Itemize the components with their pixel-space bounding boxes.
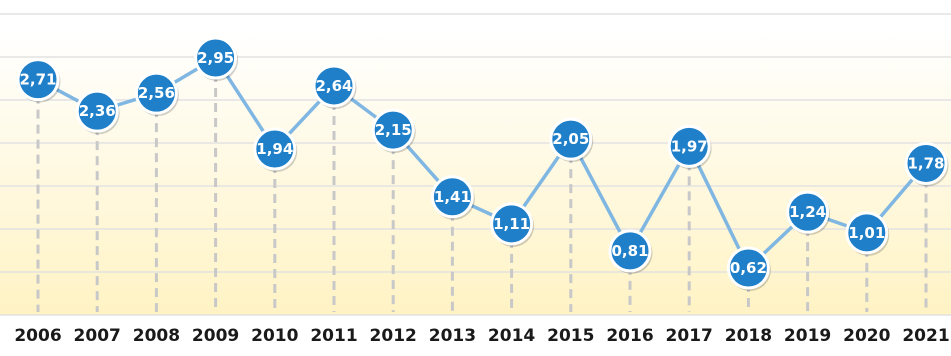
series-line-layer bbox=[37, 56, 928, 270]
x-tick-label: 2012 bbox=[370, 326, 417, 346]
data-label: 2,36 bbox=[79, 102, 116, 120]
x-tick-label: 2015 bbox=[547, 326, 594, 346]
data-marker bbox=[430, 175, 474, 219]
x-tick-label: 2017 bbox=[666, 326, 713, 346]
x-tick-label: 2021 bbox=[902, 326, 949, 346]
data-point: 2,56 bbox=[134, 71, 179, 117]
x-tick-label: 2010 bbox=[251, 326, 298, 346]
x-tick-label: 2009 bbox=[192, 326, 239, 346]
data-marker bbox=[549, 117, 593, 161]
data-point: 2,64 bbox=[312, 64, 357, 109]
markers: 2,71 2,36 2,56 2,95 1,94 2,64 2,15 1,41 1,11 2,05… bbox=[16, 36, 949, 291]
x-tick-label: 2011 bbox=[310, 326, 357, 346]
data-marker bbox=[490, 202, 534, 246]
x-tick-label: 2013 bbox=[429, 326, 476, 346]
data-marker bbox=[75, 89, 119, 133]
data-label: 2,56 bbox=[138, 84, 175, 102]
data-label: 1,41 bbox=[434, 188, 471, 206]
data-marker bbox=[312, 64, 356, 108]
x-tick-label: 2016 bbox=[606, 326, 653, 346]
series-line bbox=[37, 56, 928, 270]
x-tick-label: 2014 bbox=[488, 326, 535, 346]
data-marker bbox=[845, 211, 889, 255]
data-marker bbox=[608, 229, 652, 273]
x-axis-ticks: 2006 2007 2008 2009 2010 2011 2012 2013 2014 2015… bbox=[14, 326, 949, 346]
data-point: 1,97 bbox=[667, 124, 712, 170]
data-label: 1,94 bbox=[256, 140, 293, 158]
x-tick-label: 2006 bbox=[14, 326, 61, 346]
data-marker bbox=[726, 246, 770, 290]
data-label: 2,64 bbox=[315, 77, 352, 95]
data-point: 2,05 bbox=[549, 117, 594, 163]
data-label: 2,05 bbox=[552, 130, 589, 148]
x-tick-label: 2008 bbox=[133, 326, 180, 346]
data-marker bbox=[371, 108, 415, 152]
data-point: 1,78 bbox=[904, 141, 949, 187]
data-marker bbox=[253, 127, 297, 171]
data-point: 2,36 bbox=[75, 89, 120, 135]
data-label: 1,78 bbox=[907, 154, 944, 172]
data-label: 2,71 bbox=[19, 71, 56, 89]
data-point: 1,01 bbox=[845, 211, 890, 256]
data-point: 1,11 bbox=[490, 202, 535, 247]
data-point: 1,94 bbox=[253, 127, 298, 173]
data-label: 2,15 bbox=[375, 121, 412, 139]
data-marker bbox=[194, 36, 238, 80]
x-tick-label: 2018 bbox=[725, 326, 772, 346]
data-label: 1,01 bbox=[848, 224, 885, 242]
data-point: 1,41 bbox=[430, 175, 475, 220]
data-marker bbox=[667, 124, 711, 168]
data-marker bbox=[786, 190, 830, 234]
data-point: 1,24 bbox=[786, 190, 831, 236]
data-point: 0,81 bbox=[608, 229, 653, 274]
data-marker bbox=[134, 71, 178, 115]
x-tick-label: 2020 bbox=[843, 326, 890, 346]
data-marker bbox=[904, 141, 948, 185]
data-label: 0,62 bbox=[730, 259, 767, 277]
data-label: 1,11 bbox=[493, 215, 530, 233]
data-label: 1,24 bbox=[789, 203, 826, 221]
data-point: 2,15 bbox=[371, 108, 416, 154]
x-tick-label: 2007 bbox=[74, 326, 121, 346]
data-label: 1,97 bbox=[671, 137, 708, 155]
data-label: 0,81 bbox=[611, 242, 648, 260]
data-point: 2,95 bbox=[194, 36, 239, 81]
data-point: 2,71 bbox=[16, 58, 61, 103]
x-tick-label: 2019 bbox=[784, 326, 831, 346]
data-label: 2,95 bbox=[197, 49, 234, 67]
data-point: 0,62 bbox=[726, 246, 771, 291]
data-marker bbox=[16, 58, 60, 102]
